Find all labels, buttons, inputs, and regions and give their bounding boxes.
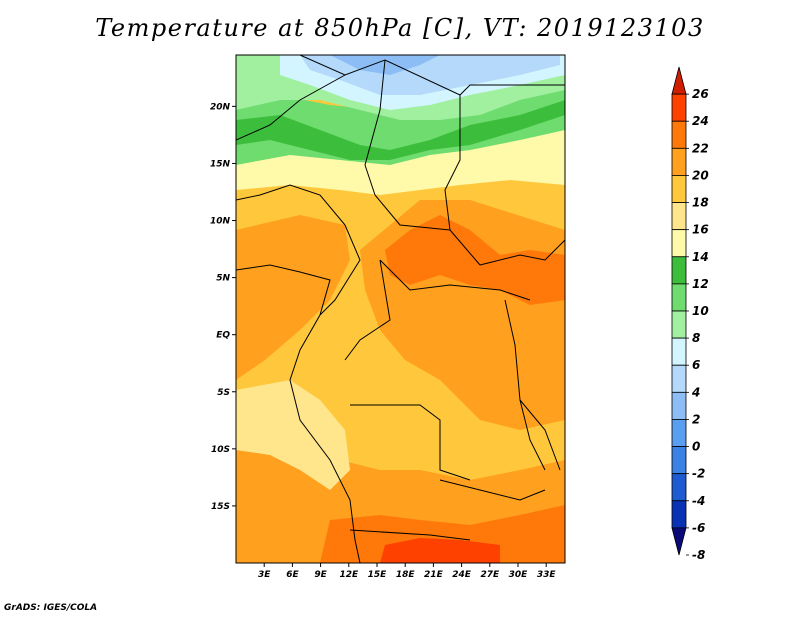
x-tick-label: 12E: [339, 570, 359, 580]
x-tick-label: 27E: [480, 570, 500, 580]
x-tick-label: 30E: [509, 570, 529, 580]
colorbar-label: -2: [692, 467, 705, 481]
colorbar-segment: [671, 419, 687, 447]
x-tick-label: 21E: [424, 570, 444, 580]
colorbar-label: 6: [692, 358, 700, 372]
y-tick-label: 15S: [211, 502, 230, 512]
colorbar-bottom-arrow: [671, 527, 687, 556]
plot-frame: [235, 54, 566, 564]
y-tick-label: 15N: [210, 159, 231, 169]
temperature-field: [236, 55, 565, 563]
chart-title: Temperature at 850hPa [C], VT: 201912310…: [95, 14, 705, 42]
x-tick-label: 3E: [258, 570, 271, 580]
border-niger-chad: [364, 59, 386, 196]
colorbar-segment: [671, 283, 687, 312]
border-drc-angola: [350, 404, 471, 481]
colorbar-label: 4: [691, 385, 700, 399]
colorbar-label: 0: [692, 440, 700, 454]
field-20-22-west: [236, 215, 350, 380]
colorbar-label: 8: [692, 331, 700, 345]
x-tick-label: 33E: [537, 570, 557, 580]
border-tanzania: [519, 399, 561, 471]
border-nigeria-cameroon: [319, 224, 361, 316]
colorbar-label: -6: [692, 521, 705, 535]
colorbar-label: -4: [692, 494, 705, 508]
colorbar-segment: [671, 310, 687, 339]
colorbar-label: 10: [692, 304, 709, 318]
field-24-26-southern: [380, 538, 500, 563]
y-tick-label: 20N: [210, 102, 231, 112]
border-libya-egypt-chad: [299, 55, 565, 96]
colorbar-segment: [671, 364, 687, 393]
field-22-24-car: [385, 215, 565, 305]
colorbar-segment: [671, 175, 687, 203]
border-sudan-south: [479, 239, 565, 266]
grads-credit: GrADS: IGES/COLA: [4, 603, 98, 613]
x-tick-label: 15E: [368, 570, 388, 580]
colorbar-label: 12: [692, 277, 709, 291]
colorbar-segment: [671, 93, 687, 122]
colorbar-segment: [671, 473, 687, 502]
colorbar-label: 18: [692, 196, 709, 210]
y-tick-label: 10S: [211, 445, 230, 455]
y-tick-label: 10N: [210, 217, 231, 227]
colorbar-label: 24: [692, 114, 709, 128]
colorbar-label: 2: [692, 412, 700, 426]
border-west-coast: [236, 264, 361, 563]
colorbar-segment: [671, 391, 687, 420]
colorbar-segment: [671, 147, 687, 176]
colorbar-segment: [671, 337, 687, 366]
colorbar-label: 14: [692, 250, 709, 264]
border-west-africa-internal: [236, 184, 346, 226]
x-tick-label: 9E: [314, 570, 327, 580]
field-22-24-southern: [320, 505, 565, 563]
border-congo-drc: [344, 259, 391, 361]
colorbar-label: 20: [692, 168, 709, 182]
colorbar-label: 16: [692, 223, 709, 237]
border-car-north: [374, 194, 451, 231]
colorbar-label: 22: [692, 141, 709, 155]
border-chad-sudan: [444, 95, 481, 266]
x-tick-label: 24E: [452, 570, 472, 580]
colorbar-segment: [671, 256, 687, 285]
y-axis: 20N 15N 10N 5N EQ 5S 10S 15S: [210, 102, 236, 512]
x-tick-label: 6E: [286, 570, 299, 580]
field-18-20-coast: [236, 380, 350, 490]
y-tick-label: EQ: [216, 331, 230, 341]
x-axis: 3E 6E 9E 12E 15E 18E 21E 24E 27E 30E 33E: [258, 563, 556, 580]
colorbar-segment: [671, 229, 687, 258]
border-angola-namibia: [349, 529, 471, 541]
colorbar-label: 26: [692, 87, 709, 101]
colorbar-top-arrow: [671, 66, 687, 95]
y-tick-label: 5S: [217, 388, 230, 398]
border-algeria-niger-mali: [236, 74, 346, 141]
colorbar-label: -8: [692, 548, 705, 562]
chart: 3E 6E 9E 12E 15E 18E 21E 24E 27E 30E 33E 20N 15N 10N…: [210, 54, 709, 580]
colorbar-segment: [671, 446, 687, 475]
colorbar-segment: [671, 202, 687, 231]
colorbar-segment: [671, 120, 687, 149]
border-car-south: [379, 259, 531, 301]
country-borders: [236, 55, 565, 563]
field-12-14-band: [236, 100, 565, 160]
y-tick-label: 5N: [216, 274, 230, 284]
colorbar-segment: [671, 500, 687, 529]
border-zambia: [439, 479, 546, 501]
x-tick-label: 18E: [396, 570, 416, 580]
